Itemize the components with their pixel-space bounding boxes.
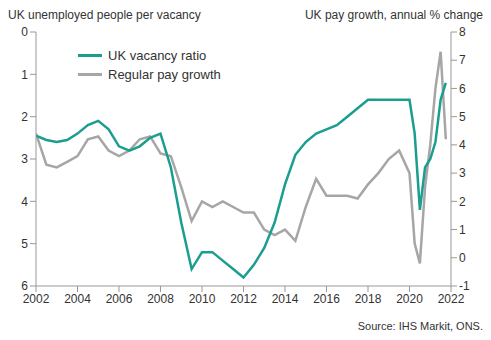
svg-text:5: 5 xyxy=(459,110,466,124)
svg-text:7: 7 xyxy=(459,53,466,67)
svg-text:1: 1 xyxy=(21,68,28,82)
svg-text:3: 3 xyxy=(21,152,28,166)
svg-text:5: 5 xyxy=(21,237,28,251)
svg-text:2010: 2010 xyxy=(189,292,216,306)
svg-text:8: 8 xyxy=(459,25,466,39)
svg-text:4: 4 xyxy=(459,138,466,152)
html-text:Regular pay growth: Regular pay growth xyxy=(108,67,221,82)
svg-text:6: 6 xyxy=(459,82,466,96)
svg-text:2004: 2004 xyxy=(64,292,91,306)
svg-text:2020: 2020 xyxy=(396,292,423,306)
svg-text:2022: 2022 xyxy=(438,292,465,306)
svg-text:2: 2 xyxy=(459,195,466,209)
html-text:UK unemployed people per vacan: UK unemployed people per vacancy xyxy=(8,8,201,22)
svg-text:-1: -1 xyxy=(459,279,470,293)
svg-text:2012: 2012 xyxy=(230,292,257,306)
svg-text:2008: 2008 xyxy=(147,292,174,306)
html-text:UK vacancy ratio: UK vacancy ratio xyxy=(108,48,207,63)
svg-text:6: 6 xyxy=(21,279,28,293)
svg-text:2016: 2016 xyxy=(313,292,340,306)
svg-text:2: 2 xyxy=(21,110,28,124)
svg-text:4: 4 xyxy=(21,195,28,209)
svg-text:2002: 2002 xyxy=(23,292,50,306)
svg-text:3: 3 xyxy=(459,166,466,180)
svg-text:2006: 2006 xyxy=(106,292,133,306)
html-text:Source: IHS Markit, ONS.: Source: IHS Markit, ONS. xyxy=(357,320,483,332)
svg-text:0: 0 xyxy=(459,251,466,265)
html-text:UK pay growth, annual % change: UK pay growth, annual % change xyxy=(304,8,483,22)
svg-text:2018: 2018 xyxy=(355,292,382,306)
svg-text:1: 1 xyxy=(459,223,466,237)
svg-text:2014: 2014 xyxy=(272,292,299,306)
svg-text:0: 0 xyxy=(21,25,28,39)
